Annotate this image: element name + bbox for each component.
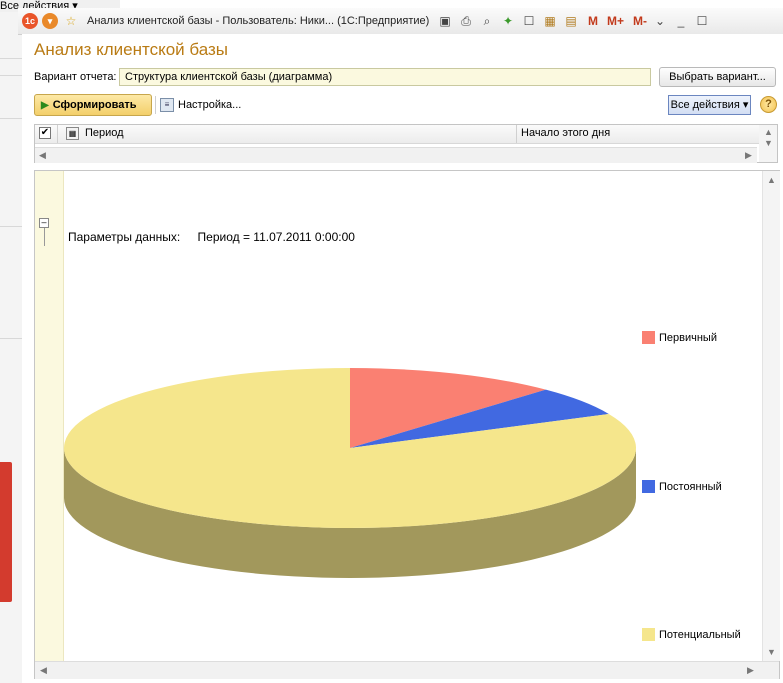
background-divider (0, 226, 22, 227)
table-header: ✔ ▦ Период Начало этого дня (35, 125, 777, 144)
scroll-right-icon[interactable]: ▶ (745, 150, 752, 160)
legend-item: Потенциальный (642, 628, 741, 641)
menu-dropdown-icon[interactable]: ▾ (42, 13, 58, 29)
memory-m-button[interactable]: M (588, 14, 598, 28)
table-horizontal-scrollbar[interactable]: ◀ ▶ (35, 147, 757, 163)
settings-icon: ≡ (160, 98, 174, 112)
report-gutter (35, 171, 64, 661)
legend-item: Постоянный (642, 480, 722, 493)
chevron-down-icon[interactable]: ⌄ (654, 14, 666, 28)
maximize-icon[interactable]: ☐ (696, 14, 708, 28)
window-titlebar: 1c ▾ ☆ Анализ клиентской базы - Пользова… (18, 8, 783, 35)
legend-label: Потенциальный (659, 628, 741, 641)
group-line (44, 228, 45, 246)
generate-button[interactable]: ▶ Сформировать (34, 94, 152, 116)
report-vertical-scrollbar[interactable]: ▲ ▼ (762, 171, 780, 661)
report-horizontal-scrollbar[interactable]: ◀ ▶ (35, 661, 779, 679)
column-divider (516, 125, 517, 143)
print-icon[interactable]: ⎙ (461, 13, 471, 28)
legend-swatch (642, 628, 655, 641)
legend-swatch (642, 331, 655, 344)
help-button[interactable]: ? (760, 96, 777, 113)
memory-minus-button[interactable]: M- (633, 14, 648, 28)
scroll-down-icon[interactable]: ▼ (767, 647, 776, 657)
calendar-icon[interactable]: ▤ (565, 14, 577, 28)
column-divider (57, 125, 58, 143)
preview-icon[interactable]: ⌕ (483, 13, 491, 28)
table-vertical-scrollbar[interactable]: ▲ ▼ (759, 125, 777, 162)
pie-chart (63, 368, 637, 578)
pie-slice (63, 368, 637, 528)
legend-item: Первичный (642, 331, 717, 344)
window-title: Анализ клиентской базы - Пользователь: Н… (87, 15, 430, 27)
settings-label: Настройка... (178, 99, 242, 111)
background-divider (0, 75, 22, 76)
scroll-left-icon[interactable]: ◀ (40, 665, 47, 675)
all-actions-button[interactable]: Все действия ▾ (668, 95, 751, 115)
history-icon[interactable]: ☐ (523, 14, 535, 28)
scroll-up-icon[interactable]: ▲ (767, 175, 776, 185)
page-title: Анализ клиентской базы (34, 40, 229, 59)
background-divider (0, 58, 22, 59)
background-chart-bar (0, 462, 12, 602)
params-label: Параметры данных: (68, 230, 181, 244)
settings-button[interactable]: ≡ Настройка... (160, 97, 241, 113)
pie-slice (350, 368, 546, 448)
settings-table: ✔ ▦ Период Начало этого дня ◀ ▶ ▲ ▼ (34, 124, 778, 163)
memory-plus-button[interactable]: M+ (607, 14, 625, 28)
save-icon[interactable]: ▣ (439, 14, 451, 28)
report-document: – Параметры данных: Период = 11.07.2011 … (34, 170, 780, 679)
scroll-left-icon[interactable]: ◀ (39, 150, 46, 160)
minimize-icon[interactable]: _ (677, 14, 685, 28)
toolbar-divider (155, 96, 156, 114)
legend-label: Первичный (659, 331, 717, 344)
legend-label: Постоянный (659, 480, 722, 493)
pie-slice (350, 389, 609, 448)
calendar-icon: ▦ (66, 127, 79, 140)
variant-field[interactable]: Структура клиентской базы (диаграмма) (119, 68, 651, 86)
legend-swatch (642, 480, 655, 493)
play-icon: ▶ (41, 99, 49, 111)
scroll-down-icon[interactable]: ▼ (764, 138, 773, 148)
favorite-star-icon[interactable]: ☆ (65, 14, 77, 28)
choose-variant-button[interactable]: Выбрать вариант... (659, 67, 776, 87)
column-header-period[interactable]: Период (85, 127, 124, 139)
background-divider (0, 118, 22, 119)
variant-label: Вариант отчета: (34, 71, 117, 83)
app-logo-icon[interactable]: 1c (22, 13, 38, 29)
pie-slice-side (64, 448, 636, 578)
column-header-start[interactable]: Начало этого дня (521, 127, 611, 139)
scroll-up-icon[interactable]: ▲ (764, 127, 773, 137)
data-parameters: Параметры данных: Период = 11.07.2011 0:… (68, 230, 355, 244)
calculator-icon[interactable]: ▦ (544, 14, 556, 28)
collapse-group-button[interactable]: – (39, 218, 49, 228)
background-divider (0, 338, 22, 339)
add-favorite-icon[interactable]: ✦ (502, 14, 514, 28)
params-value: Период = 11.07.2011 0:00:00 (197, 230, 355, 244)
generate-label: Сформировать (52, 99, 137, 111)
scroll-right-icon[interactable]: ▶ (747, 665, 754, 675)
use-checkbox[interactable]: ✔ (39, 127, 51, 139)
